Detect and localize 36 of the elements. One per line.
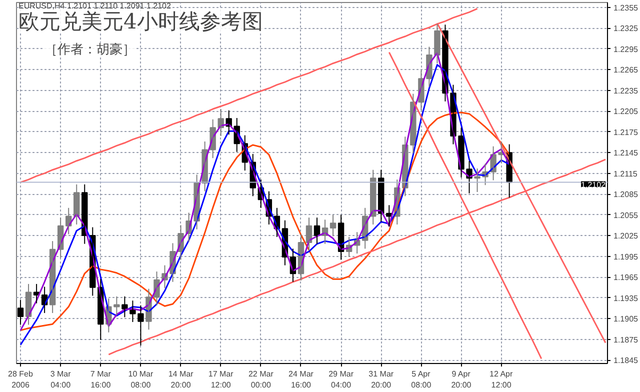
- y-tick-label: 1.2115: [614, 169, 638, 178]
- y-tick-label: 1.2295: [614, 44, 639, 54]
- y-tick-label: 1.2055: [614, 210, 639, 220]
- x-tick-label: 9 Apr 20:00: [451, 370, 472, 390]
- chart-title: 欧元兑美元4小时线参考图: [18, 10, 263, 34]
- x-tick-label: 10 Mar 08:00: [128, 370, 154, 390]
- x-tick-label: 28 Feb 2006: [8, 370, 34, 390]
- x-tick-label: 17 Mar 12:00: [208, 370, 234, 390]
- y-tick-label: 1.1875: [614, 335, 639, 344]
- y-tick-label: 1.2205: [614, 107, 639, 116]
- y-tick-label: 1.2325: [614, 24, 639, 34]
- y-tick-label: 1.2025: [614, 232, 639, 241]
- y-tick-label: 1.1995: [614, 252, 639, 262]
- x-tick-label: 31 Mar 20:00: [368, 370, 394, 390]
- ref-line-label: 1.2102: [581, 180, 606, 190]
- y-tick-label: 1.2175: [614, 128, 639, 137]
- x-tick-label: 24 Mar 16:00: [288, 370, 314, 390]
- y-tick-label: 1.2235: [614, 86, 639, 96]
- y-tick-label: 1.2265: [614, 66, 639, 75]
- annotation: EURUSD,H4 1.2101 1.2110 1.2091 1.2102: [18, 2, 172, 10]
- x-tick-label: 7 Mar 16:00: [90, 370, 112, 390]
- y-tick-label: 1.2085: [614, 190, 639, 200]
- y-tick-label: 1.1845: [614, 356, 639, 366]
- x-tick-label: 14 Mar 20:00: [168, 370, 194, 390]
- y-tick-label: 1.2355: [614, 3, 639, 12]
- y-tick-label: 1.2145: [614, 148, 639, 158]
- x-tick-label: 29 Mar 04:00: [328, 370, 354, 390]
- text: ［作者：胡豪］: [44, 42, 136, 58]
- x-tick-label: 3 Mar 04:00: [50, 370, 72, 390]
- candlestick: [114, 296, 120, 316]
- x-tick-label: 22 Mar 00:00: [248, 370, 274, 390]
- y-tick-label: 1.1965: [614, 273, 639, 282]
- y-tick-label: 1.1935: [614, 294, 639, 303]
- x-tick-label: 12 Apr 12:00: [490, 370, 513, 390]
- x-tick-label: 5 Apr 08:00: [411, 370, 432, 390]
- y-tick-label: 1.1905: [614, 314, 639, 324]
